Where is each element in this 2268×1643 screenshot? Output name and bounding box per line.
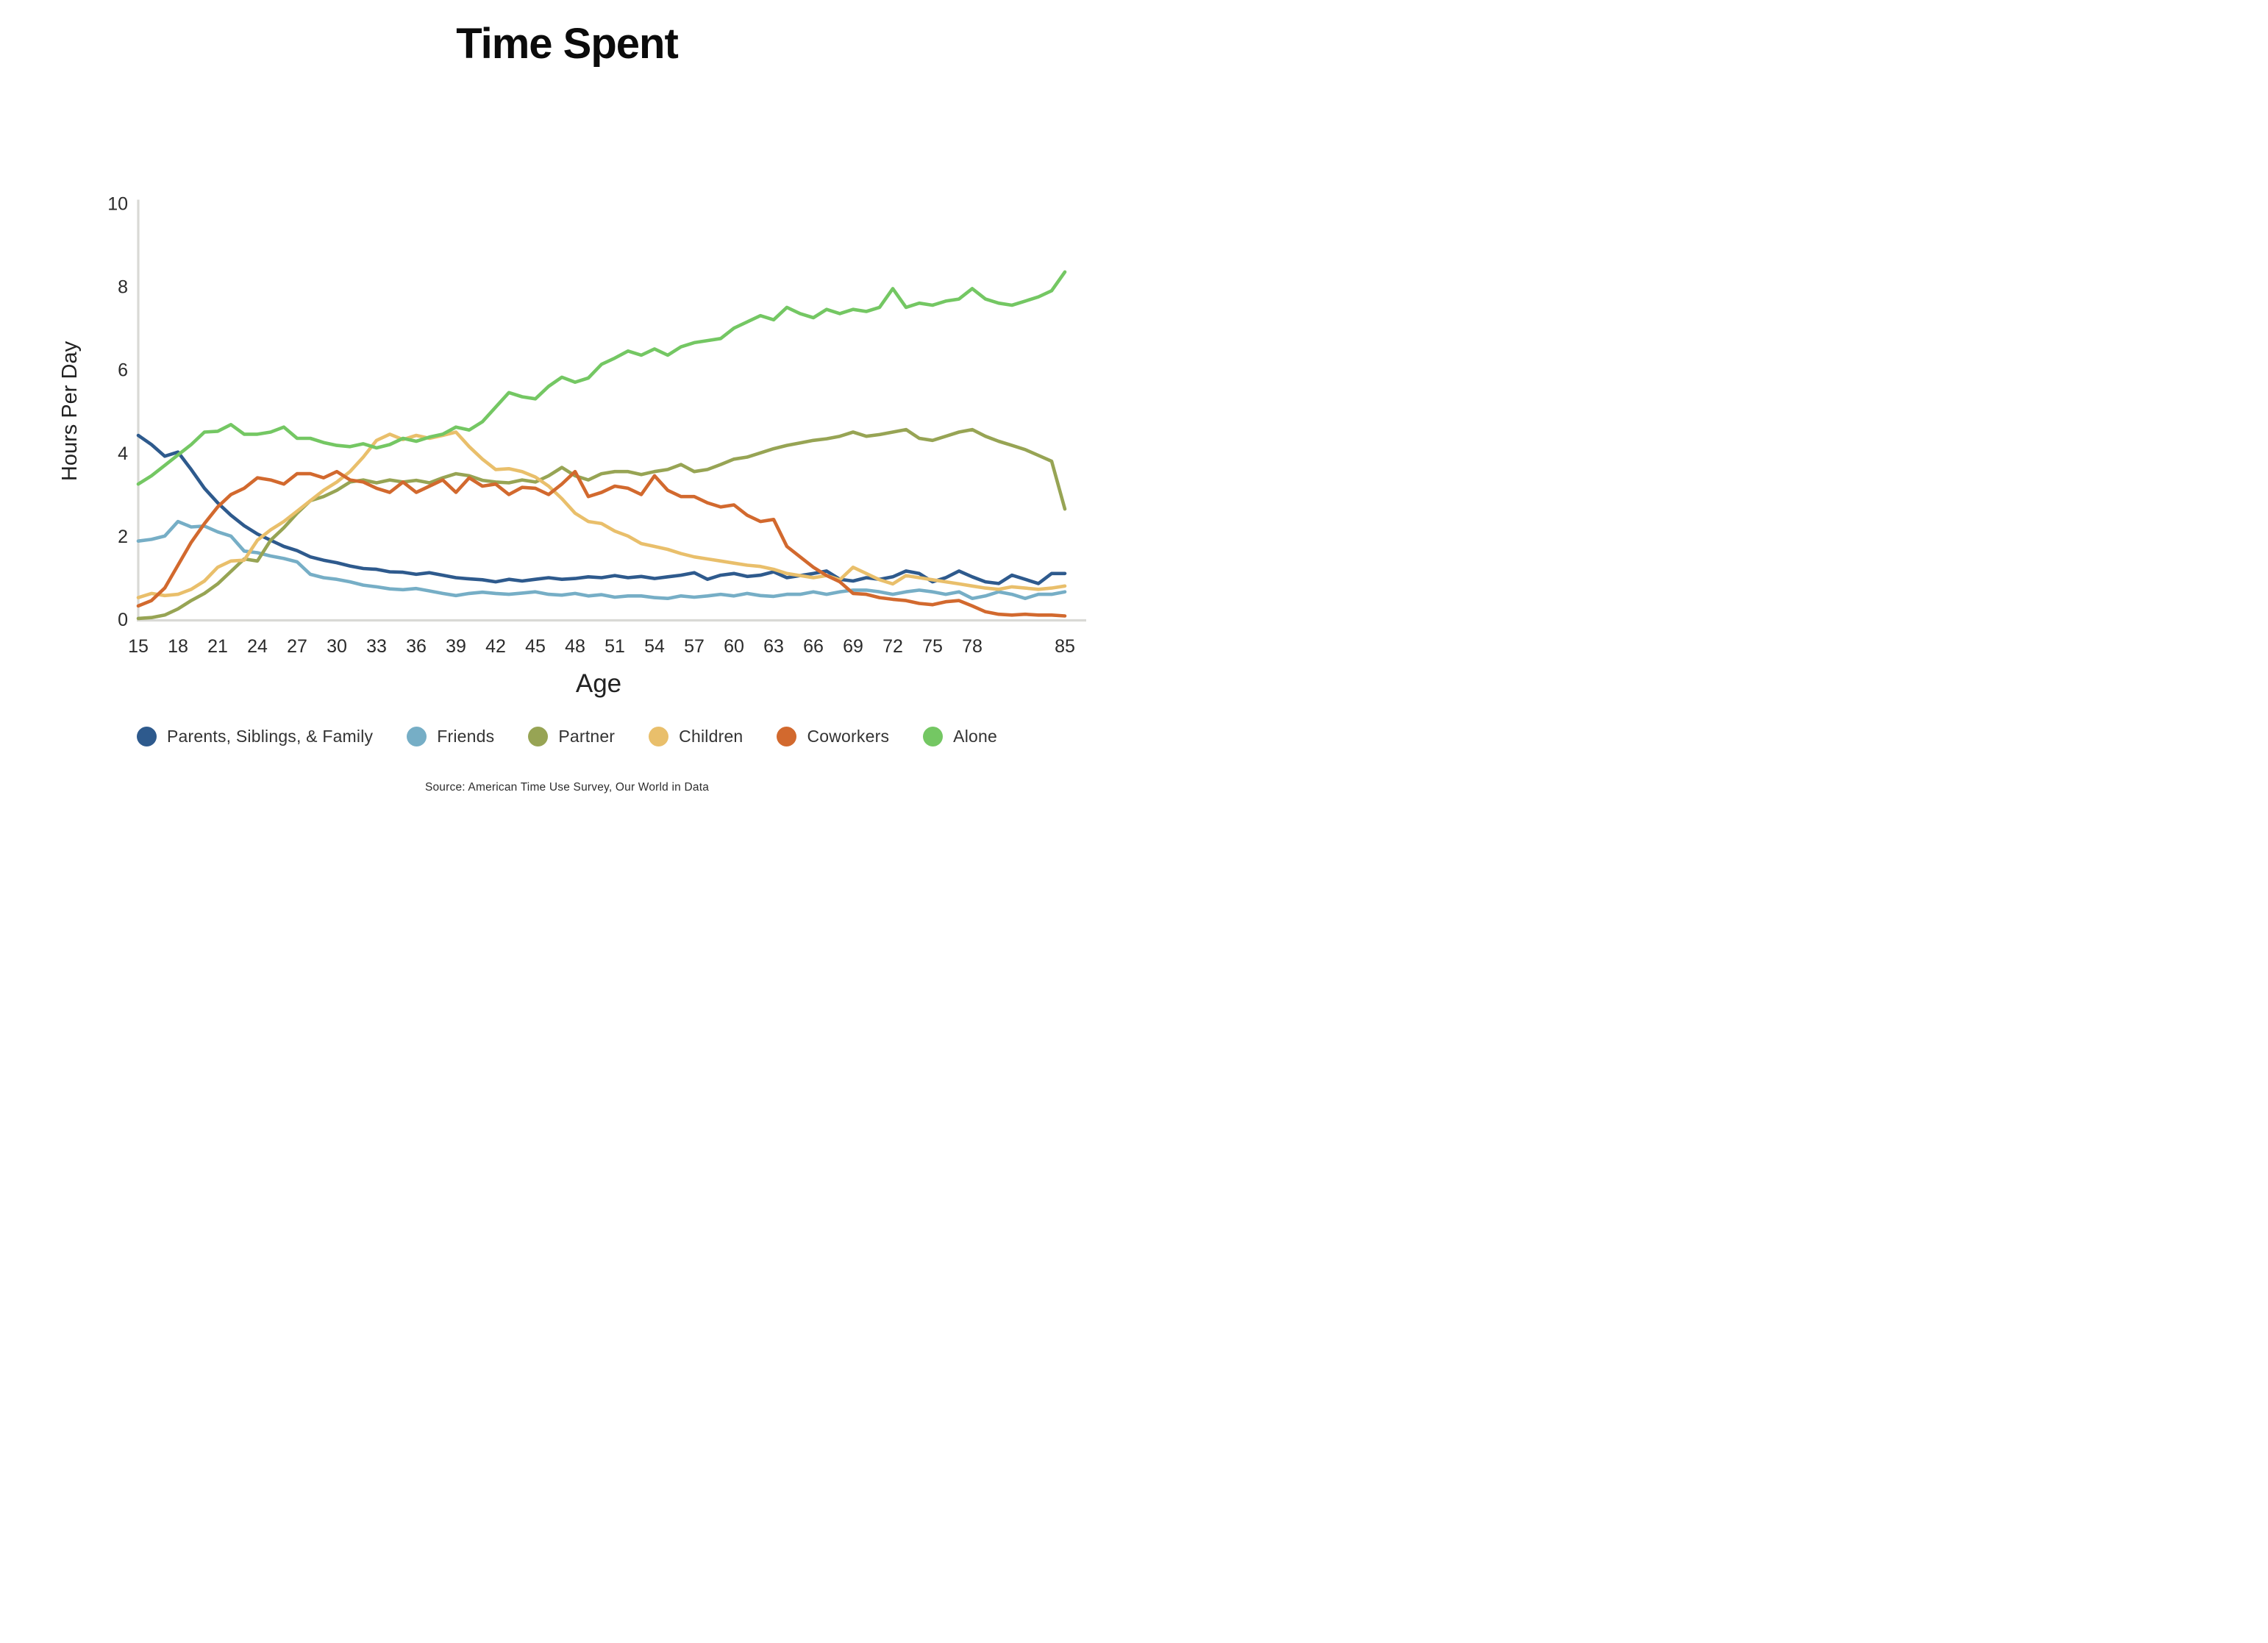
legend-dot-icon — [923, 727, 944, 746]
legend-label: Children — [679, 727, 743, 746]
x-tick-label: 42 — [485, 636, 506, 657]
x-tick-label: 15 — [128, 636, 149, 657]
legend-label: Coworkers — [807, 727, 890, 746]
legend-label: Parents, Siblings, & Family — [167, 727, 374, 746]
legend-label: Partner — [558, 727, 616, 746]
x-tick-label: 69 — [843, 636, 863, 657]
legend-item-children: Children — [649, 727, 743, 746]
x-tick-label: 39 — [446, 636, 466, 657]
x-tick-label: 27 — [287, 636, 307, 657]
x-tick-label: 51 — [605, 636, 625, 657]
legend-dot-icon — [649, 727, 669, 746]
x-tick-label: 48 — [565, 636, 585, 657]
y-tick-label: 10 — [107, 194, 128, 215]
legend-label: Alone — [953, 727, 997, 746]
x-tick-label: 30 — [327, 636, 347, 657]
data-series — [136, 270, 1067, 621]
series-line-children — [136, 430, 1067, 599]
legend-dot-icon — [137, 727, 157, 746]
legend-item-parents-siblings-family: Parents, Siblings, & Family — [137, 727, 373, 746]
x-tick-label: 24 — [247, 636, 268, 657]
x-tick-label: 36 — [406, 636, 427, 657]
x-tick-label: 33 — [366, 636, 387, 657]
x-tick-label: 54 — [644, 636, 665, 657]
source-attribution: Source: American Time Use Survey, Our Wo… — [424, 781, 710, 794]
x-tick-label: 78 — [962, 636, 983, 657]
y-tick-label: 2 — [118, 527, 128, 547]
y-axis-title: Hours Per Day — [58, 341, 82, 481]
x-axis-title: Age — [576, 669, 621, 698]
x-tick-label: 45 — [525, 636, 546, 657]
x-tick-label: 63 — [763, 636, 784, 657]
legend-dot-icon — [407, 727, 427, 746]
series-line-coworkers — [136, 469, 1067, 618]
series-line-parents-siblings-family — [136, 433, 1067, 585]
y-tick-label: 8 — [118, 277, 128, 298]
x-tick-label: 75 — [922, 636, 943, 657]
series-line-partner — [136, 427, 1067, 621]
axes — [137, 199, 1086, 622]
y-tick-label: 6 — [118, 360, 128, 381]
legend-item-coworkers: Coworkers — [777, 727, 889, 746]
legend-item-friends: Friends — [407, 727, 494, 746]
legend-label: Friends — [437, 727, 495, 746]
series-line-friends — [136, 519, 1067, 601]
x-tick-label: 85 — [1055, 636, 1075, 657]
x-tick-label: 57 — [684, 636, 705, 657]
y-tick-label: 0 — [118, 610, 128, 630]
legend-item-alone: Alone — [923, 727, 997, 746]
legend-item-partner: Partner — [528, 727, 615, 746]
x-tick-label: 21 — [207, 636, 228, 657]
x-tick-label: 18 — [168, 636, 188, 657]
line-chart: 0 2 4 6 8 10 15 18 21 24 27 30 33 36 39 42 45 48 51 54 57 60 6… — [0, 0, 1134, 710]
series-line-alone — [136, 270, 1067, 486]
x-tick-label: 60 — [724, 636, 744, 657]
page-title: Time Spent — [456, 20, 679, 68]
y-tick-label: 4 — [118, 443, 128, 464]
x-tick-label: 66 — [803, 636, 824, 657]
x-tick-label: 72 — [882, 636, 903, 657]
chart-legend: Parents, Siblings, & Family Friends Partne… — [0, 727, 1134, 746]
legend-dot-icon — [528, 727, 549, 746]
legend-dot-icon — [777, 727, 797, 746]
